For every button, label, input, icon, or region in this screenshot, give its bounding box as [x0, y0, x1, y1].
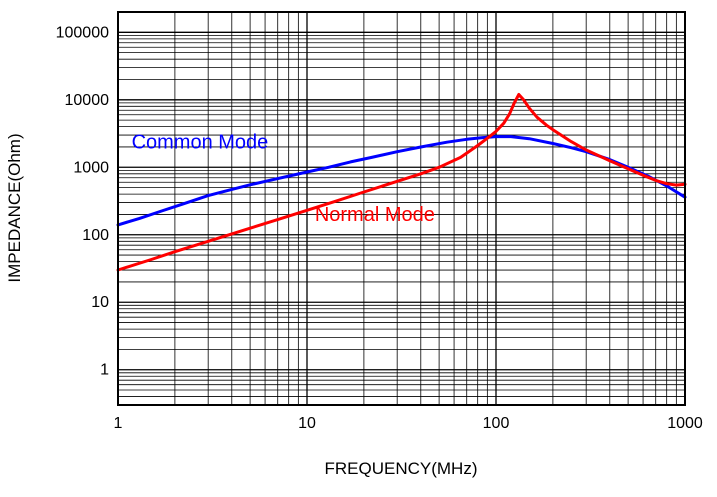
- y-tick-label: 10000: [65, 92, 110, 109]
- annotation-common-mode: Common Mode: [132, 131, 269, 153]
- y-axis-label: IMPEDANCE(Ohm): [5, 133, 24, 282]
- plot-border: [117, 11, 686, 406]
- y-tick-label: 100: [82, 227, 109, 244]
- series-line-normal-mode: [116, 93, 687, 272]
- x-tick-label: 1000: [667, 415, 703, 432]
- tick-layer: 1 10 100 1000 1 10 100 1000 10000 100000: [56, 24, 703, 432]
- curve-layer: [116, 93, 687, 272]
- annotation-normal-mode: Normal Mode: [315, 204, 435, 226]
- y-tick-label: 1000: [73, 159, 109, 176]
- grid-layer: [117, 11, 686, 406]
- y-tick-label: 100000: [56, 24, 109, 41]
- x-tick-label: 1: [114, 415, 123, 432]
- annotation-layer: Common Mode Normal Mode: [132, 131, 435, 226]
- x-tick-label: 10: [298, 415, 316, 432]
- x-axis-label: FREQUENCY(MHz): [325, 459, 478, 478]
- x-tick-label: 100: [483, 415, 510, 432]
- y-tick-label: 1: [100, 362, 109, 379]
- y-tick-label: 10: [91, 294, 109, 311]
